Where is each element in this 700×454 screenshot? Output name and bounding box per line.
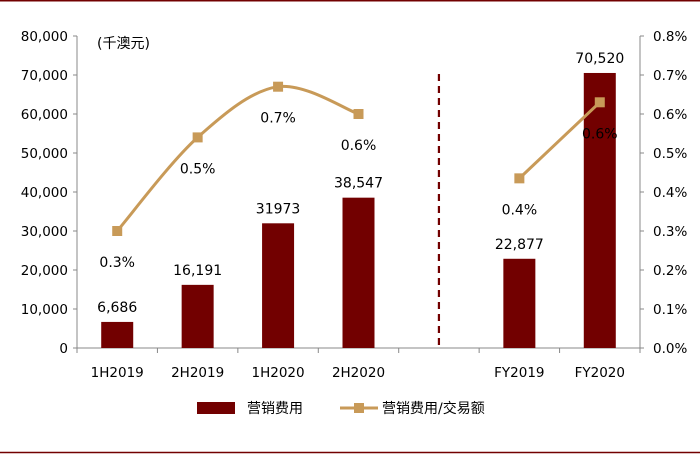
bar-value-label: 38,547: [334, 176, 383, 192]
ratio-point: [192, 132, 203, 143]
bar-value-label: 70,520: [575, 51, 624, 67]
left-tick-label: 40,000: [21, 185, 68, 201]
x-tick-label: 2H2020: [332, 365, 385, 381]
ratio-value-label: 0.4%: [502, 202, 538, 218]
right-tick-label: 0.0%: [653, 341, 687, 357]
legend-bar-swatch: [197, 402, 235, 414]
ratio-line: [112, 81, 605, 236]
legend-line-label: 营销费用/交易额: [382, 400, 485, 417]
unit-label: (千澳元): [97, 36, 150, 52]
left-tick-label: 70,000: [21, 68, 68, 84]
ratio-point: [273, 81, 284, 92]
right-tick-label: 0.7%: [653, 68, 687, 84]
x-tick-label: FY2020: [575, 365, 625, 381]
ratio-point: [594, 97, 605, 108]
ratio-value-label: 0.5%: [180, 161, 216, 177]
bar-value-label: 6,686: [97, 300, 137, 316]
bar-value-label: 16,191: [173, 263, 222, 279]
bar: [503, 258, 536, 348]
x-tick-label: 2H2019: [171, 365, 224, 381]
ratio-value-label: 0.6%: [341, 138, 377, 154]
bar: [262, 223, 295, 348]
x-tick-label: 1H2020: [252, 365, 305, 381]
right-tick-label: 0.6%: [653, 107, 687, 123]
left-tick-label: 20,000: [21, 263, 68, 279]
left-tick-label: 30,000: [21, 224, 68, 240]
legend: 营销费用 营销费用/交易额: [197, 400, 485, 417]
left-tick-label: 10,000: [21, 302, 68, 318]
bar-value-label: 31973: [256, 201, 301, 217]
bars: [101, 72, 616, 349]
right-tick-label: 0.4%: [653, 185, 687, 201]
bar: [181, 284, 214, 348]
left-tick-label: 80,000: [21, 29, 68, 45]
ratio-point: [112, 226, 123, 236]
x-tick-label: FY2019: [494, 365, 544, 381]
legend-line-marker: [354, 403, 364, 413]
ratio-value-label: 0.6%: [582, 126, 618, 142]
left-tick-label: 60,000: [21, 107, 68, 123]
bar: [342, 197, 375, 348]
right-tick-label: 0.2%: [653, 263, 687, 279]
left-tick-label: 50,000: [21, 146, 68, 162]
ratio-value-label: 0.3%: [99, 255, 135, 271]
ratio-point: [353, 109, 364, 119]
axes: 0 10,000 20,000 30,000 40,000 50,000 60,000 70,…: [21, 29, 688, 381]
right-tick-label: 0.5%: [653, 146, 687, 162]
bar-value-label: 22,877: [495, 237, 544, 253]
left-tick-label: 0: [59, 341, 68, 357]
bar: [101, 321, 134, 348]
right-tick-label: 0.8%: [653, 29, 687, 45]
ratio-line-path: [518, 101, 601, 180]
legend-bar-label: 营销费用: [247, 401, 303, 417]
bar: [583, 72, 616, 349]
ratio-value-label: 0.7%: [260, 111, 296, 127]
data-labels: 6,686 16,191 31973 38,547 22,877 70,520 0.3% 0.…: [97, 51, 624, 316]
ratio-point: [514, 173, 525, 184]
ratio-line-path: [116, 84, 360, 232]
right-tick-label: 0.1%: [653, 302, 687, 318]
x-tick-label: 1H2019: [91, 365, 144, 381]
right-tick-label: 0.3%: [653, 224, 687, 240]
